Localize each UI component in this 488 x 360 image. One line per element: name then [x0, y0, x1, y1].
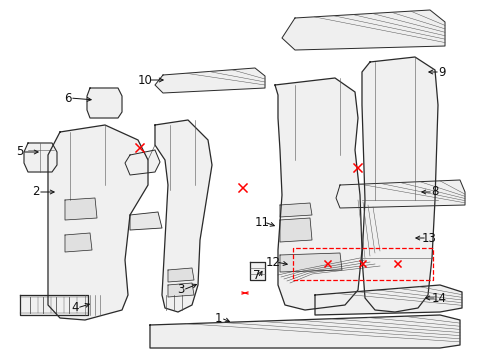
Text: 5: 5: [16, 145, 23, 158]
Text: 7: 7: [252, 269, 260, 283]
Polygon shape: [130, 212, 162, 230]
Polygon shape: [65, 198, 97, 220]
Text: 10: 10: [138, 73, 153, 86]
Polygon shape: [314, 285, 461, 315]
Polygon shape: [274, 78, 361, 310]
Polygon shape: [280, 218, 311, 242]
Polygon shape: [125, 150, 160, 175]
Polygon shape: [168, 268, 194, 282]
Text: 3: 3: [177, 283, 184, 296]
Polygon shape: [280, 203, 311, 217]
Polygon shape: [155, 120, 212, 312]
Bar: [292, 248, 432, 280]
Text: 1: 1: [215, 312, 222, 325]
Text: 4: 4: [71, 301, 78, 314]
Polygon shape: [150, 315, 459, 348]
Polygon shape: [168, 283, 194, 297]
Polygon shape: [335, 180, 464, 208]
Text: 14: 14: [431, 292, 446, 305]
Polygon shape: [65, 233, 92, 252]
Polygon shape: [48, 125, 148, 320]
Text: 6: 6: [64, 92, 71, 105]
Polygon shape: [24, 143, 57, 172]
Polygon shape: [282, 10, 444, 50]
Polygon shape: [249, 262, 264, 280]
Text: 2: 2: [32, 185, 39, 198]
Text: 12: 12: [265, 256, 281, 269]
Text: 13: 13: [421, 231, 436, 244]
Text: 9: 9: [438, 66, 445, 78]
Text: 8: 8: [431, 185, 438, 198]
Polygon shape: [20, 295, 88, 315]
Polygon shape: [155, 68, 264, 93]
Text: 11: 11: [254, 216, 269, 229]
Polygon shape: [361, 57, 437, 312]
Polygon shape: [87, 88, 122, 118]
Polygon shape: [280, 253, 341, 272]
